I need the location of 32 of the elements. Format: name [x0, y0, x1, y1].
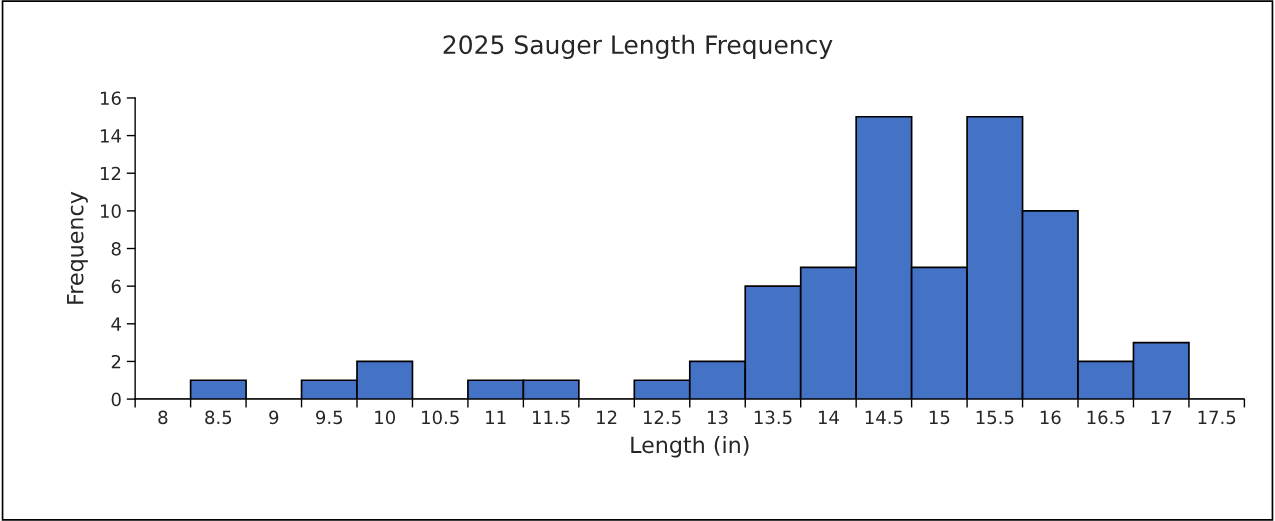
y-tick-label: 4 — [111, 317, 121, 331]
x-tick-label: 12.5 — [643, 410, 681, 425]
y-tick-label: 12 — [100, 166, 121, 181]
chart-title: 2025 Sauger Length Frequency — [443, 34, 833, 59]
x-tick-label: 12 — [597, 410, 617, 424]
y-tick-label: 10 — [100, 204, 121, 218]
x-axis-title: Length (in) — [631, 436, 749, 458]
x-tick-label: 8 — [158, 410, 168, 425]
x-tick-label: 14 — [818, 410, 839, 424]
y-tick-label: 0 — [111, 392, 121, 407]
x-tick-label: 17 — [1151, 410, 1172, 424]
x-tick-label: 11 — [486, 410, 506, 424]
x-tick-label: 9 — [269, 410, 279, 425]
y-axis-title: Frequency — [67, 191, 88, 304]
x-tick-label: 10 — [375, 410, 396, 425]
x-tick-label: 13 — [708, 410, 728, 425]
y-tick-label: 8 — [111, 241, 121, 256]
y-tick-label: 14 — [100, 129, 121, 143]
y-tick-label: 6 — [111, 279, 121, 294]
x-tick-label: 16.5 — [1087, 410, 1125, 425]
x-tick-label: 13.5 — [754, 410, 792, 425]
x-tick-label: 11.5 — [533, 410, 570, 425]
x-tick-label: 14.5 — [865, 410, 903, 425]
x-tick-label: 9.5 — [316, 410, 343, 425]
x-tick-label: 8.5 — [205, 410, 232, 425]
x-tick-label: 17.5 — [1198, 410, 1236, 425]
x-tick-label: 15 — [929, 410, 950, 425]
x-tick-label: 10.5 — [422, 410, 459, 425]
x-tick-label: 15.5 — [976, 410, 1014, 425]
x-tick-label: 16 — [1040, 410, 1061, 425]
y-tick-label: 2 — [111, 354, 121, 369]
y-tick-label: 16 — [100, 91, 121, 106]
